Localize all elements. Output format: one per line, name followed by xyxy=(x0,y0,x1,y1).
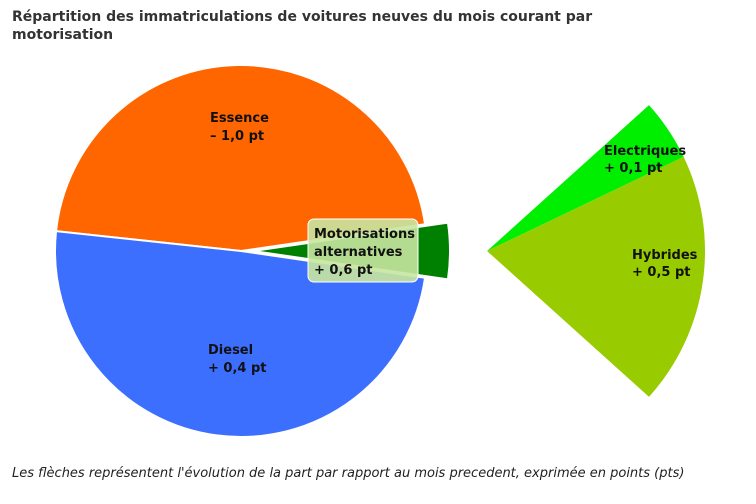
change-alternatives: + 0,6 pt xyxy=(314,263,373,278)
main-pie xyxy=(54,64,451,438)
chart-title: Répartition des immatriculations de voit… xyxy=(12,9,593,43)
label-hybrides: Hybrides xyxy=(632,248,698,263)
change-essence: – 1,0 pt xyxy=(210,129,264,144)
pie-slice-essence[interactable] xyxy=(54,64,427,253)
pie-slice-electriques[interactable] xyxy=(487,105,684,251)
label-alternatives-line1: Motorisations xyxy=(314,227,415,242)
pie-slice-diesel[interactable] xyxy=(54,230,427,438)
chart-footnote: Les flèches représentent l'évolution de … xyxy=(12,466,685,481)
pie-slice-hybrides[interactable] xyxy=(487,156,706,397)
change-electriques: + 0,1 pt xyxy=(604,161,663,176)
label-essence: Essence xyxy=(210,111,269,126)
label-alternatives-line2: alternatives xyxy=(314,245,403,260)
change-diesel: + 0,4 pt xyxy=(208,361,267,376)
label-diesel: Diesel xyxy=(208,343,253,358)
label-electriques: Electriques xyxy=(604,144,686,159)
breakdown-pie xyxy=(487,105,706,397)
label-box-alternatives xyxy=(307,218,419,283)
change-hybrides: + 0,5 pt xyxy=(632,265,691,280)
